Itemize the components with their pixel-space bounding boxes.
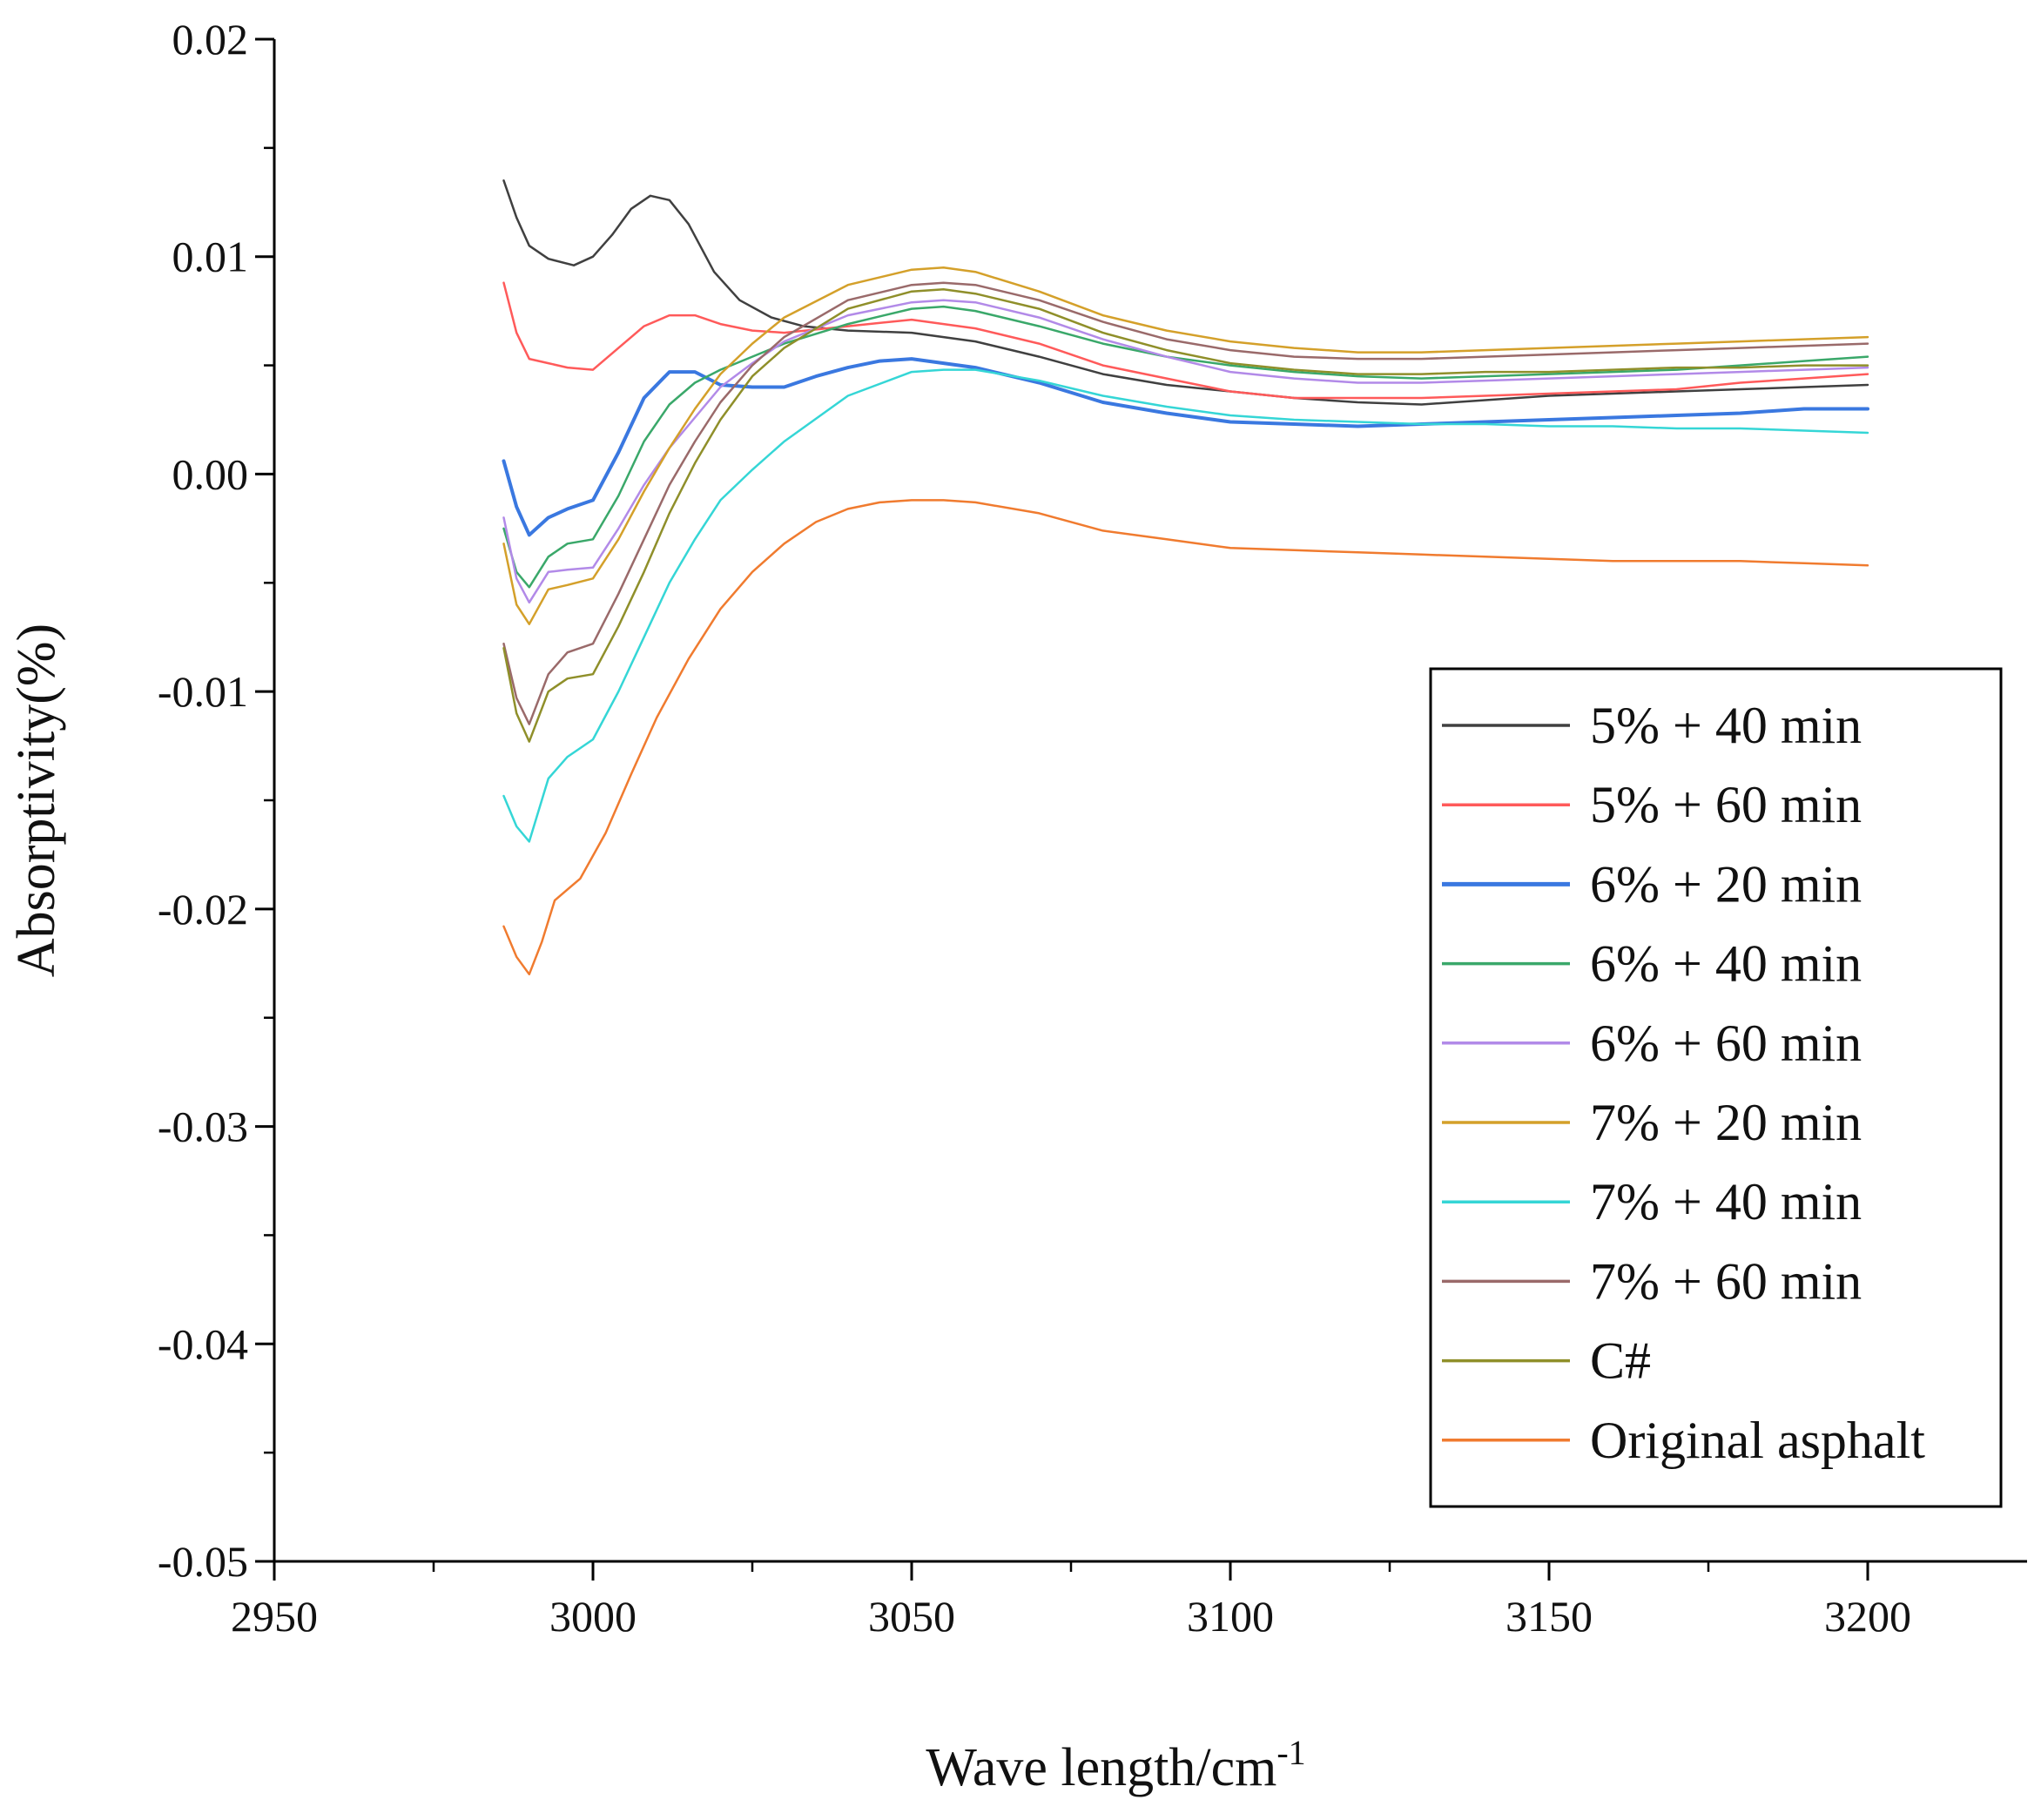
legend-label-3: 6% + 20 min <box>1590 855 1862 913</box>
legend-label-7: 7% + 40 min <box>1590 1173 1862 1230</box>
plot-lines <box>502 179 1869 976</box>
legend-box <box>1429 667 2003 1508</box>
legend-label-2: 5% + 60 min <box>1590 776 1862 833</box>
legend-label-6: 7% + 20 min <box>1590 1094 1862 1151</box>
x-axis-title: Wave length/cm-1 <box>926 1733 1305 1797</box>
x-tick-label-3100: 3100 <box>1187 1592 1274 1641</box>
axes: 2950 3000 3050 3100 3150 3200 -0.05 -0.04 -0.03 -… <box>7 15 2027 1797</box>
series-line-1 <box>502 179 1869 406</box>
y-tick-label-7: 0.02 <box>172 15 249 64</box>
series-line-7 <box>502 368 1869 843</box>
series-line-4 <box>502 305 1869 589</box>
legend-label-1: 5% + 40 min <box>1590 697 1862 754</box>
legend-label-5: 6% + 60 min <box>1590 1014 1862 1072</box>
legend-label-4: 6% + 40 min <box>1590 935 1862 993</box>
y-tick-label-3: -0.02 <box>158 885 248 934</box>
x-axis-title-text: Wave length/cm <box>926 1738 1276 1797</box>
y-tick-label-4: -0.01 <box>158 667 248 716</box>
series-line-8 <box>502 281 1869 725</box>
y-tick-label-5: 0.00 <box>172 449 249 498</box>
x-tick-label-3150: 3150 <box>1505 1592 1593 1641</box>
y-tick-label-6: 0.01 <box>172 233 249 281</box>
legend-label-8: 7% + 60 min <box>1590 1252 1862 1310</box>
series-line-2 <box>502 281 1869 400</box>
series-line-10 <box>502 499 1869 976</box>
legend-label-10: Original asphalt <box>1590 1412 1925 1469</box>
legend-label-9: C# <box>1590 1332 1651 1390</box>
series-line-6 <box>502 266 1869 625</box>
series-line-9 <box>502 287 1869 743</box>
x-tick-label-3200: 3200 <box>1824 1592 1911 1641</box>
series-line-5 <box>502 299 1869 604</box>
y-tick-label-0: -0.05 <box>158 1537 248 1586</box>
y-axis-title: Absorptivity(%) <box>7 624 66 977</box>
x-tick-label-2950: 2950 <box>231 1592 318 1641</box>
y-tick-label-1: -0.04 <box>158 1319 248 1368</box>
series-line-3 <box>502 357 1869 537</box>
x-tick-label-3000: 3000 <box>549 1592 637 1641</box>
x-axis-title-superscript: -1 <box>1276 1733 1305 1772</box>
y-tick-label-2: -0.03 <box>158 1102 248 1151</box>
x-tick-label-3050: 3050 <box>868 1592 955 1641</box>
legend: 5% + 40 min 5% + 60 min 6% + 20 min 6% + 40… <box>1429 667 2003 1508</box>
